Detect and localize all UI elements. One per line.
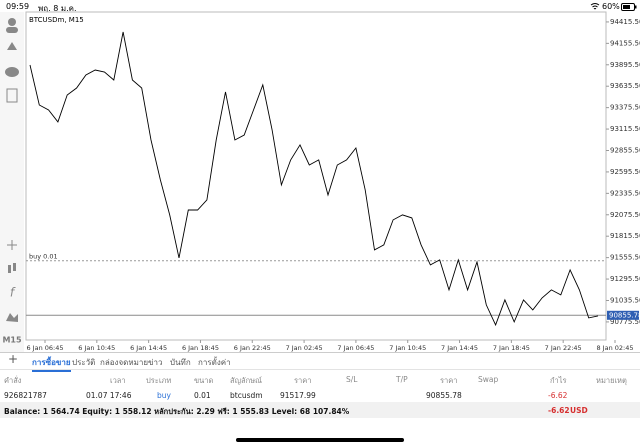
cell-type: buy — [157, 391, 171, 400]
column-header: หมายเหตุ — [596, 376, 627, 385]
divider — [0, 352, 640, 353]
y-tick-label: 94155.50 — [610, 39, 640, 47]
tab[interactable]: กล่องจดหมาย — [100, 358, 149, 367]
x-tick-label: 7 Jan 18:45 — [493, 344, 530, 352]
column-header: สัญลักษณ์ — [230, 376, 263, 385]
cell-volume: 0.01 — [194, 391, 211, 400]
y-tick-label: 93895.50 — [610, 61, 640, 69]
column-header: Swap — [478, 375, 499, 384]
column-header: ราคา — [294, 376, 312, 385]
tab[interactable]: ประวัติ — [72, 358, 96, 367]
x-tick-label: 6 Jan 14:45 — [130, 344, 167, 352]
cell-current-price: 90855.78 — [426, 391, 462, 400]
cell-profit: -6.62 — [548, 391, 568, 400]
order-label: buy 0.01 — [29, 253, 58, 261]
column-header: ประเภท — [146, 376, 172, 385]
x-tick-label: 7 Jan 22:45 — [545, 344, 582, 352]
balance-text: Balance: 1 564.74 Equity: 1 558.12 หลักป… — [4, 407, 350, 416]
status-time: 09:59 — [6, 2, 30, 11]
y-tick-label: 93635.50 — [610, 82, 640, 90]
y-tick-label: 90775.50 — [610, 318, 640, 326]
toolbar — [0, 12, 24, 352]
icon-candles-2 — [13, 263, 16, 271]
tab[interactable]: การตั้งค่า — [198, 358, 231, 367]
x-tick-label: 8 Jan 02:45 — [596, 344, 633, 352]
x-tick-label: 7 Jan 10:45 — [389, 344, 426, 352]
y-tick-label: 94415.50 — [610, 18, 640, 26]
column-header: T/P — [396, 375, 408, 384]
y-tick-label: 92855.50 — [610, 146, 640, 154]
icon-account-body — [6, 27, 18, 33]
divider — [0, 369, 640, 370]
x-tick-label: 6 Jan 18:45 — [182, 344, 219, 352]
timeframe[interactable]: M15 — [2, 336, 22, 345]
status-date: พฤ. 8 ม.ค. — [38, 4, 77, 13]
y-tick-label: 92075.50 — [610, 211, 640, 219]
column-header: กำไร — [550, 376, 567, 385]
icon-new[interactable] — [6, 88, 18, 103]
icon-account[interactable] — [8, 18, 16, 26]
y-tick-label: 91295.50 — [610, 275, 640, 283]
icon-trade[interactable] — [7, 42, 17, 50]
plot-frame — [25, 11, 607, 341]
x-tick-label: 6 Jan 10:45 — [78, 344, 115, 352]
y-tick-label: 93115.50 — [610, 125, 640, 133]
chart: f M15 BTCUSDm, M15 94415.50 94155.50 93895… — [0, 11, 640, 352]
y-tick-label: 92595.50 — [610, 168, 640, 176]
icon-candles[interactable] — [8, 265, 11, 273]
y-tick-label: 91815.50 — [610, 232, 640, 240]
x-tick-label: 7 Jan 06:45 — [337, 344, 374, 352]
cell-time: 01.07 17:46 — [86, 391, 132, 400]
wifi-icon — [590, 3, 600, 10]
tab[interactable]: การซื้อขาย — [32, 356, 71, 372]
column-header: เวลา — [110, 376, 126, 385]
price-line — [29, 31, 599, 327]
status-battery: 60% — [602, 2, 620, 11]
current-price-label: 90855.78 — [609, 311, 640, 319]
y-tick-label: 92335.50 — [610, 189, 640, 197]
y-tick-label: 91555.50 — [610, 254, 640, 262]
cell-open-price: 91517.99 — [280, 391, 316, 400]
icon-objects[interactable] — [6, 313, 18, 322]
x-tick-label: 7 Jan 14:45 — [441, 344, 478, 352]
add-button[interactable]: + — [8, 352, 19, 366]
tab[interactable]: ข่าว — [148, 358, 163, 367]
column-header: คำสั่ง — [4, 376, 22, 385]
home-indicator — [236, 438, 404, 442]
x-tick-label: 7 Jan 02:45 — [286, 344, 323, 352]
symbol-label: BTCUSDm, M15 — [29, 16, 84, 24]
column-header: ราคา — [440, 376, 458, 385]
column-header: ขนาด — [194, 376, 214, 385]
balance-currency: USD — [570, 406, 588, 415]
tab[interactable]: บันทึก — [170, 358, 191, 367]
y-tick-label: 93375.50 — [610, 104, 640, 112]
icon-chat[interactable] — [5, 67, 19, 77]
icon-indicator[interactable]: f — [10, 286, 16, 300]
column-header: S/L — [346, 375, 358, 384]
balance-bar — [0, 402, 640, 418]
current-price-box — [607, 310, 639, 320]
x-tick-label: 6 Jan 22:45 — [234, 344, 271, 352]
y-tick-label: 91035.50 — [610, 296, 640, 304]
cell-symbol: btcusdm — [230, 391, 263, 400]
cell-ticket: 926821787 — [4, 391, 47, 400]
x-tick-label: 6 Jan 06:45 — [26, 344, 63, 352]
battery-icon — [621, 3, 637, 11]
toolbar-icons: f — [5, 18, 19, 322]
balance-profit: -6.62 — [548, 406, 570, 415]
icon-crosshair[interactable] — [7, 240, 17, 250]
